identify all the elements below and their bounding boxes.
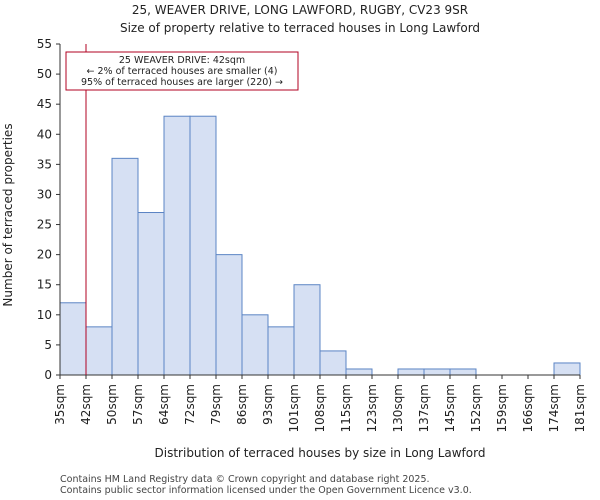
x-axis-ticks: 35sqm 42sqm 50sqm 57sqm 64sqm 72sqm 79sqm 86sqm…	[53, 374, 587, 432]
y-tick-label: 0	[44, 368, 52, 382]
x-tick-label: 79sqm	[209, 384, 223, 425]
x-tick-label: 166sqm	[521, 384, 535, 432]
x-tick-label: 130sqm	[391, 384, 405, 432]
y-tick-label: 45	[37, 97, 52, 111]
x-tick-label: 72sqm	[183, 384, 197, 425]
bar-145sqm	[449, 368, 477, 376]
x-tick-label: 35sqm	[53, 384, 67, 425]
chart-title: 25, WEAVER DRIVE, LONG LAWFORD, RUGBY, C…	[132, 3, 468, 17]
x-tick-label: 145sqm	[443, 384, 457, 432]
x-tick-label: 50sqm	[105, 384, 119, 425]
x-tick-label: 108sqm	[313, 384, 327, 432]
footer-attribution: Contains HM Land Registry data © Crown c…	[60, 474, 472, 496]
y-tick-label: 35	[37, 157, 52, 171]
bar-174sqm	[553, 362, 581, 376]
bar-101sqm	[293, 284, 321, 376]
x-tick-label: 42sqm	[79, 384, 93, 425]
chart-subtitle: Size of property relative to terraced ho…	[120, 21, 480, 35]
y-axis-ticks: 0 5 10 15 20 25 30 35 40 45 50 55	[37, 37, 61, 382]
y-axis-label: Number of terraced properties	[1, 123, 15, 306]
bars-group	[59, 115, 581, 376]
x-tick-label: 152sqm	[469, 384, 483, 432]
x-tick-label: 101sqm	[287, 384, 301, 432]
footer-line-1: Contains HM Land Registry data © Crown c…	[60, 474, 430, 485]
y-tick-label: 20	[37, 248, 52, 262]
x-tick-label: 93sqm	[261, 384, 275, 425]
x-tick-label: 123sqm	[365, 384, 379, 432]
annotation-line-2: ← 2% of terraced houses are smaller (4)	[87, 66, 278, 77]
footer-line-2: Contains public sector information licen…	[60, 485, 472, 496]
annotation-line-1: 25 WEAVER DRIVE: 42sqm	[119, 55, 245, 66]
y-tick-label: 25	[37, 218, 52, 232]
y-tick-label: 30	[37, 187, 52, 201]
y-tick-label: 55	[37, 37, 52, 51]
annotation-line-3: 95% of terraced houses are larger (220) …	[81, 77, 283, 88]
x-axis-label: Distribution of terraced houses by size …	[155, 446, 486, 460]
bar-57sqm	[137, 212, 165, 376]
bar-108sqm	[319, 350, 347, 376]
x-tick-label: 57sqm	[131, 384, 145, 425]
bar-35sqm	[59, 302, 87, 376]
bar-130sqm	[397, 368, 425, 376]
y-tick-label: 40	[37, 127, 52, 141]
bar-64sqm	[163, 115, 191, 376]
x-tick-label: 137sqm	[417, 384, 431, 432]
x-tick-label: 115sqm	[339, 384, 353, 432]
x-tick-label: 86sqm	[235, 384, 249, 425]
bar-86sqm	[241, 314, 269, 376]
y-tick-label: 15	[37, 278, 52, 292]
y-tick-label: 10	[37, 308, 52, 322]
y-tick-label: 50	[37, 67, 52, 81]
x-tick-label: 64sqm	[157, 384, 171, 425]
bar-42sqm	[85, 326, 113, 376]
x-tick-label: 159sqm	[495, 384, 509, 432]
bar-93sqm	[267, 326, 295, 376]
bar-50sqm	[111, 157, 139, 376]
annotation-box: 25 WEAVER DRIVE: 42sqm ← 2% of terraced …	[65, 51, 299, 91]
bar-137sqm	[423, 368, 451, 376]
y-tick-label: 5	[44, 338, 52, 352]
bar-115sqm	[345, 368, 373, 376]
x-tick-label: 181sqm	[573, 384, 587, 432]
x-tick-label: 174sqm	[547, 384, 561, 432]
bar-72sqm	[189, 115, 217, 376]
bar-79sqm	[215, 254, 243, 376]
